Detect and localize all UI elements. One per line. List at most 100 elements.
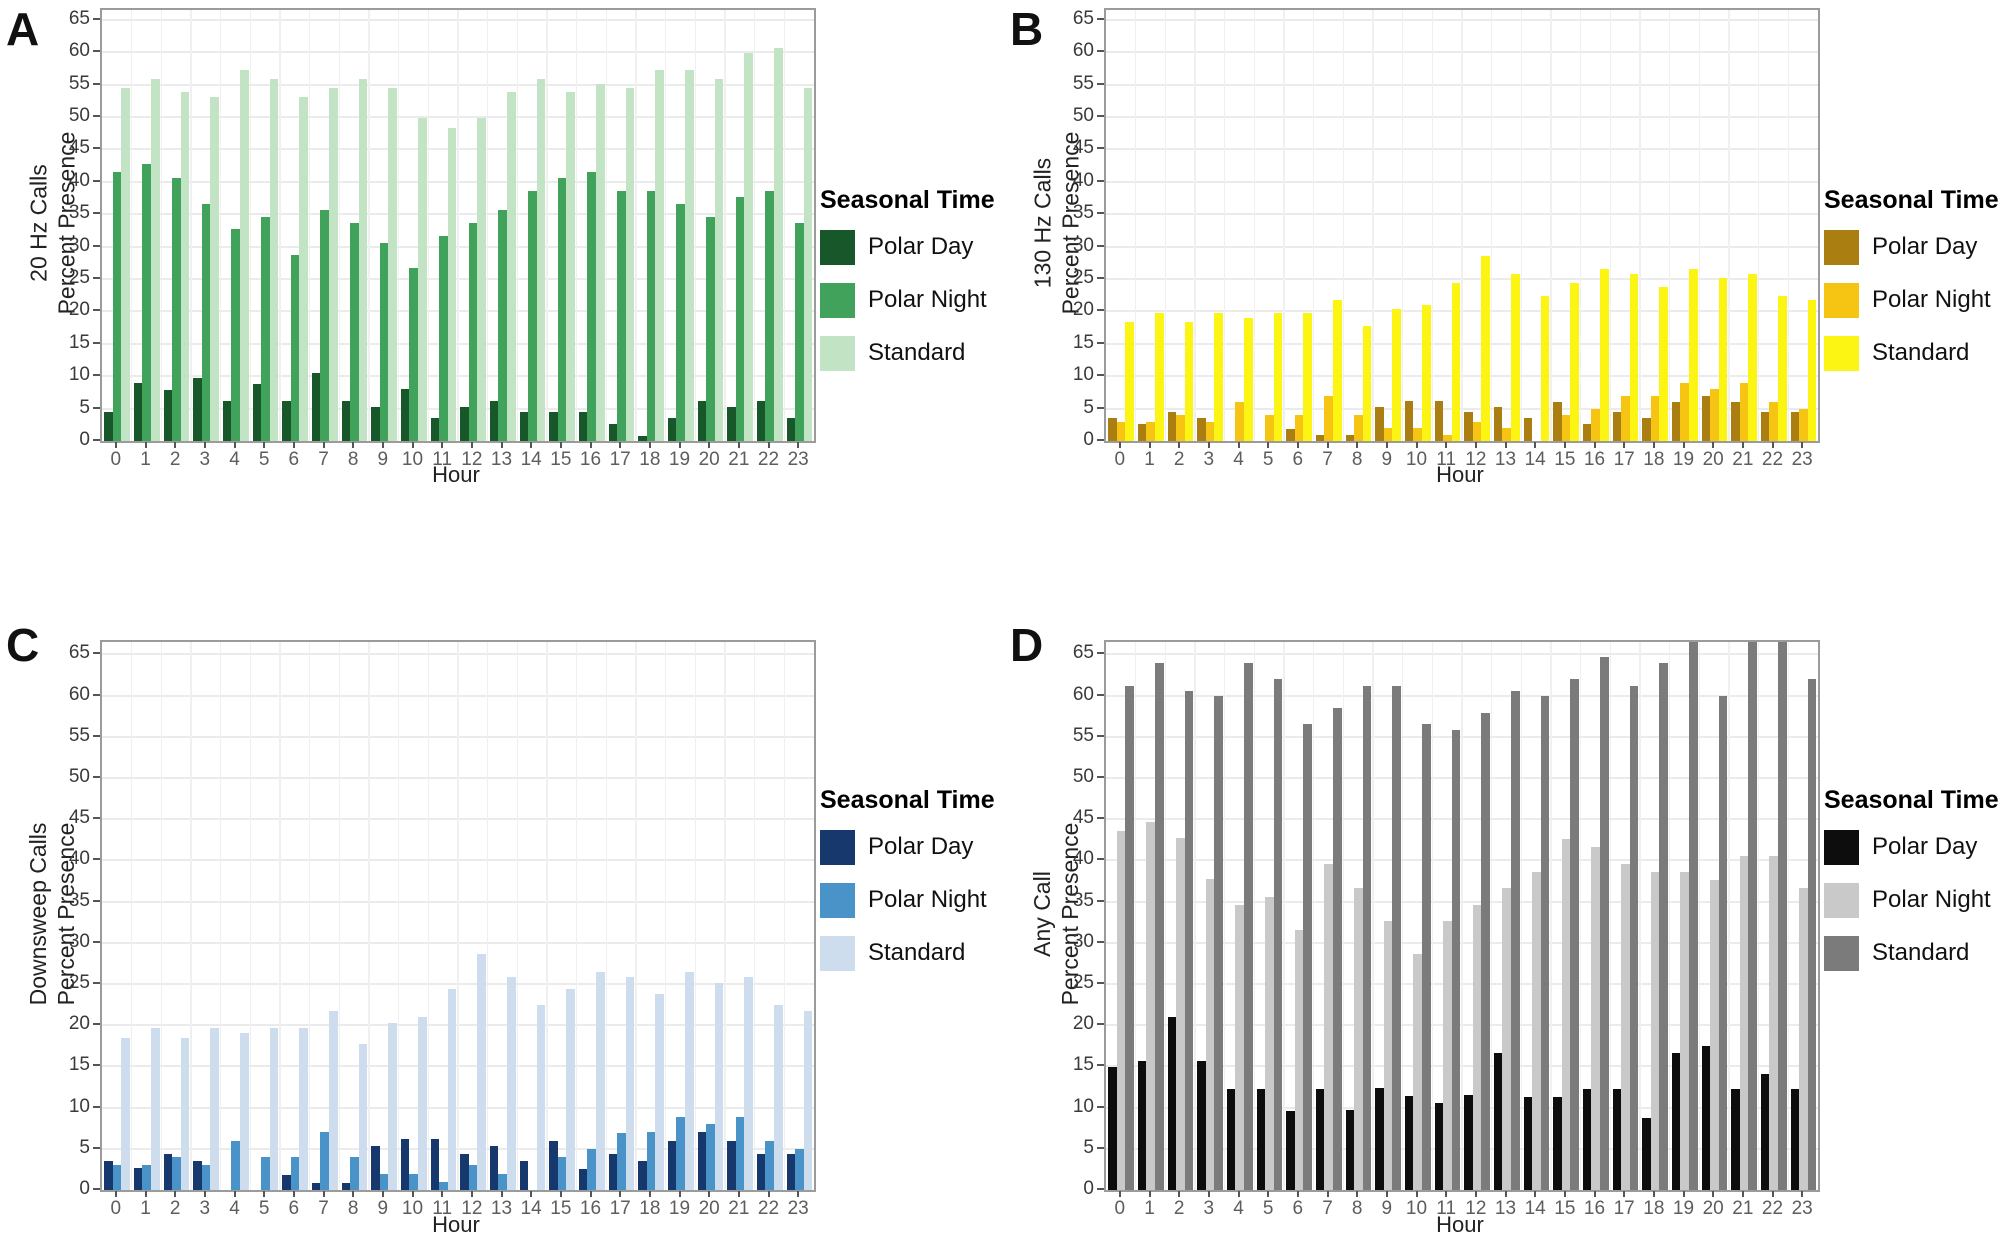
gridline-x-5 [1253, 642, 1256, 1190]
bar-polar-night-hour-2 [1176, 838, 1185, 1190]
bar-polar-night-hour-10 [409, 267, 419, 441]
bar-polar-night-hour-19 [1680, 383, 1690, 441]
gridline-x-6 [279, 642, 281, 1190]
y-tick-mark-45 [1097, 147, 1104, 150]
legend-label: Standard [1872, 939, 1970, 966]
bar-polar-day-hour-2 [1167, 412, 1177, 441]
bar-standard-hour-7 [1333, 707, 1342, 1190]
bar-polar-day-hour-14 [1523, 1096, 1533, 1190]
x-tick-label-18: 18 [1643, 449, 1665, 470]
y-tick-mark-45 [93, 817, 100, 820]
gridline-x-8 [338, 642, 341, 1190]
x-tick-label-13: 13 [1494, 1198, 1517, 1219]
bar-polar-day-hour-19 [667, 417, 677, 441]
y-tick-mark-50 [1097, 775, 1104, 778]
x-tick-mark-7 [1326, 1191, 1329, 1197]
gridline-x-12 [457, 642, 459, 1190]
x-tick-mark-8 [352, 442, 355, 448]
bar-standard-hour-2 [1184, 691, 1194, 1190]
bar-standard-hour-17 [1629, 685, 1639, 1190]
x-tick-label-22: 22 [757, 1198, 780, 1219]
y-tick-label-60: 60 [1072, 683, 1094, 705]
y-tick-label-50: 50 [1072, 765, 1094, 787]
x-tick-label-18: 18 [1643, 1198, 1665, 1219]
x-tick-mark-23 [1801, 442, 1804, 448]
x-tick-label-14: 14 [520, 1198, 542, 1219]
y-tick-mark-35 [93, 899, 100, 902]
y-tick-label-35: 35 [68, 889, 90, 911]
x-tick-mark-20 [708, 1191, 711, 1197]
x-tick-label-15: 15 [1554, 1198, 1576, 1219]
bar-polar-night-hour-8 [350, 1157, 359, 1190]
x-tick-label-1: 1 [140, 449, 151, 470]
x-tick-label-1: 1 [1144, 449, 1155, 470]
bar-standard-hour-21 [1748, 273, 1757, 441]
bar-polar-day-hour-15 [1553, 1096, 1562, 1190]
x-tick-mark-12 [470, 1191, 473, 1197]
bar-polar-night-hour-17 [1621, 863, 1630, 1190]
x-tick-mark-6 [1296, 1191, 1299, 1197]
bar-polar-day-hour-9 [371, 1146, 380, 1190]
x-tick-label-0: 0 [110, 449, 122, 470]
y-tick-mark-15 [93, 341, 100, 344]
bar-polar-night-hour-12 [468, 1165, 478, 1190]
legend-label: Polar Day [1872, 833, 1978, 860]
x-tick-mark-5 [263, 1191, 266, 1197]
bar-standard-hour-0 [1125, 685, 1134, 1190]
x-tick-mark-19 [1682, 442, 1685, 448]
y-tick-label-5: 5 [79, 396, 90, 418]
bar-polar-day-hour-16 [578, 1168, 588, 1190]
bar-polar-night-hour-11 [1443, 434, 1452, 441]
panel-a-letter: A [6, 3, 40, 55]
x-tick-mark-17 [619, 1191, 622, 1197]
bar-standard-hour-7 [329, 87, 338, 441]
gridline-x-10 [397, 10, 400, 441]
x-tick-mark-16 [589, 1191, 592, 1197]
bar-standard-hour-20 [714, 79, 724, 441]
x-tick-label-7: 7 [318, 1198, 329, 1219]
gridline-x-23 [783, 10, 786, 441]
gridline-x-8 [1342, 642, 1345, 1190]
bar-standard-hour-12 [1481, 712, 1490, 1190]
bar-polar-night-hour-19 [676, 203, 686, 441]
x-tick-label-23: 23 [1791, 449, 1813, 470]
bar-polar-day-hour-0 [104, 1161, 113, 1190]
x-tick-mark-2 [1178, 1191, 1181, 1197]
bar-polar-day-hour-3 [193, 1161, 202, 1190]
panel-b: B 130 Hz Calls Percent Presence Hour Sea… [1004, 0, 2008, 616]
x-tick-label-4: 4 [229, 1198, 240, 1219]
legend-title: Seasonal Time [1824, 186, 1999, 214]
y-tick-label-15: 15 [1072, 1054, 1094, 1076]
gridline-x-4 [219, 642, 222, 1190]
bar-polar-day-hour-15 [549, 412, 558, 441]
y-tick-mark-25 [93, 981, 100, 984]
bar-standard-hour-1 [151, 79, 160, 441]
y-tick-label-45: 45 [68, 807, 90, 829]
legend-entries: Polar Day Polar Night Standard [820, 229, 1006, 371]
bar-polar-night-hour-23 [1799, 408, 1808, 441]
y-tick-mark-15 [1097, 341, 1104, 344]
bar-standard-hour-11 [447, 127, 457, 441]
y-tick-label-60: 60 [68, 40, 90, 62]
x-tick-mark-17 [1623, 1191, 1626, 1197]
x-tick-mark-13 [1504, 442, 1507, 448]
bar-polar-day-hour-16 [1582, 1088, 1592, 1190]
y-tick-label-10: 10 [68, 364, 90, 386]
y-tick-mark-60 [93, 693, 100, 696]
legend-swatch-polar-night [820, 282, 855, 318]
gridline-x-13 [1490, 642, 1493, 1190]
bar-polar-day-hour-7 [1315, 1089, 1325, 1190]
y-tick-mark-45 [1097, 817, 1104, 820]
legend-label: Polar Day [868, 833, 974, 860]
x-tick-label-17: 17 [1613, 449, 1635, 470]
bar-polar-night-hour-8 [350, 222, 359, 441]
gridline-x-20 [694, 10, 697, 441]
x-tick-mark-17 [1623, 442, 1626, 448]
y-tick-mark-0 [1097, 439, 1104, 441]
x-tick-mark-5 [263, 442, 266, 448]
gridline-x-5 [1253, 10, 1256, 441]
x-tick-label-13: 13 [490, 1198, 513, 1219]
y-tick-label-0: 0 [1083, 1178, 1094, 1199]
bar-polar-day-hour-7 [311, 372, 321, 441]
gridline-x-23 [783, 642, 786, 1190]
